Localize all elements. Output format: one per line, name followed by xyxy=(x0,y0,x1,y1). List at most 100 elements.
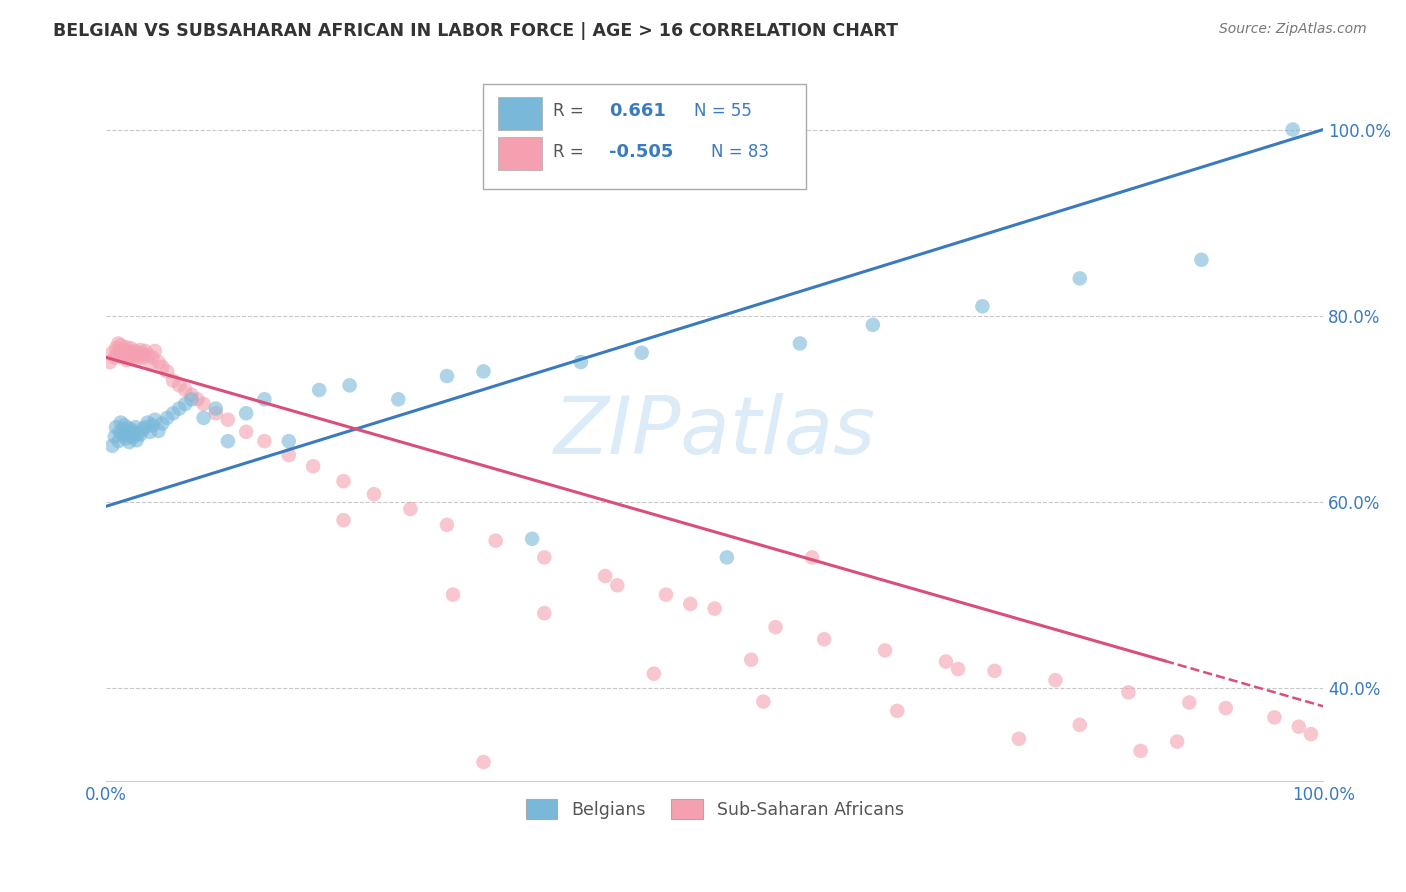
Point xyxy=(332,513,354,527)
Point xyxy=(740,653,762,667)
Point xyxy=(117,421,139,435)
Point xyxy=(156,364,179,378)
Point xyxy=(129,343,152,357)
Point xyxy=(332,474,354,488)
Point xyxy=(204,401,226,416)
Point xyxy=(139,357,162,371)
Point xyxy=(302,459,325,474)
Point xyxy=(436,369,458,384)
Point xyxy=(1281,122,1303,136)
Point xyxy=(120,428,142,442)
Point xyxy=(204,406,226,420)
Point xyxy=(235,406,257,420)
Point xyxy=(167,401,190,416)
Point xyxy=(108,425,131,439)
Text: N = 55: N = 55 xyxy=(695,102,752,120)
Text: Source: ZipAtlas.com: Source: ZipAtlas.com xyxy=(1219,22,1367,37)
Point xyxy=(801,550,824,565)
Point xyxy=(1069,718,1091,732)
Point xyxy=(141,351,163,365)
Point xyxy=(107,336,129,351)
Point xyxy=(180,392,202,407)
Point xyxy=(148,355,170,369)
Point xyxy=(114,340,136,354)
Point xyxy=(101,345,124,359)
Point xyxy=(122,430,145,444)
FancyBboxPatch shape xyxy=(498,97,541,130)
Point xyxy=(972,299,994,313)
Point xyxy=(115,426,138,441)
Point xyxy=(533,550,555,565)
Point xyxy=(104,429,127,443)
Point xyxy=(114,348,136,362)
Point xyxy=(886,704,908,718)
Point xyxy=(716,550,738,565)
Point xyxy=(1045,673,1067,688)
Point xyxy=(148,424,170,438)
Point xyxy=(120,341,142,355)
Point xyxy=(1008,731,1031,746)
Point xyxy=(1215,701,1237,715)
Point xyxy=(235,425,257,439)
Point xyxy=(111,351,134,365)
Point xyxy=(813,632,835,647)
Point xyxy=(520,532,543,546)
Point xyxy=(127,426,149,441)
Point xyxy=(128,350,150,364)
Point xyxy=(125,434,148,448)
Point xyxy=(143,343,166,358)
Point xyxy=(136,416,159,430)
Point xyxy=(104,351,127,365)
Text: R =: R = xyxy=(553,102,583,120)
Point xyxy=(308,383,330,397)
Point xyxy=(873,643,896,657)
Point xyxy=(118,435,141,450)
Point xyxy=(134,343,156,358)
Point xyxy=(606,578,628,592)
Text: ZIPatlas: ZIPatlas xyxy=(554,393,876,471)
Point xyxy=(122,351,145,366)
Point xyxy=(387,392,409,407)
Point xyxy=(180,387,202,401)
Point xyxy=(533,606,555,620)
Point xyxy=(436,517,458,532)
Point xyxy=(112,343,135,357)
Point xyxy=(127,345,149,359)
Text: -0.505: -0.505 xyxy=(609,143,673,161)
Point xyxy=(1069,271,1091,285)
Point xyxy=(162,406,184,420)
Point xyxy=(129,427,152,442)
Point xyxy=(862,318,884,332)
Point xyxy=(193,397,215,411)
Point xyxy=(117,344,139,359)
Point xyxy=(105,348,128,362)
Point xyxy=(167,378,190,392)
Point xyxy=(935,655,957,669)
Point xyxy=(122,425,145,440)
Text: R =: R = xyxy=(553,143,583,161)
Point xyxy=(1191,252,1213,267)
Point xyxy=(110,416,132,430)
Point xyxy=(1166,734,1188,748)
Point xyxy=(946,662,969,676)
Point xyxy=(162,374,184,388)
Point xyxy=(655,588,678,602)
Point xyxy=(101,439,124,453)
Point xyxy=(121,423,143,437)
FancyBboxPatch shape xyxy=(498,137,541,169)
Point xyxy=(174,397,197,411)
Point xyxy=(139,425,162,439)
Text: 0.661: 0.661 xyxy=(609,102,665,120)
Point xyxy=(114,431,136,445)
Point xyxy=(1299,727,1322,741)
Point xyxy=(485,533,508,548)
Point xyxy=(186,392,208,407)
Point xyxy=(98,355,121,369)
Point xyxy=(1178,696,1201,710)
Point xyxy=(107,434,129,449)
Point xyxy=(752,695,775,709)
Point xyxy=(217,413,239,427)
Text: N = 83: N = 83 xyxy=(711,143,769,161)
Point xyxy=(141,418,163,433)
Point xyxy=(643,666,665,681)
